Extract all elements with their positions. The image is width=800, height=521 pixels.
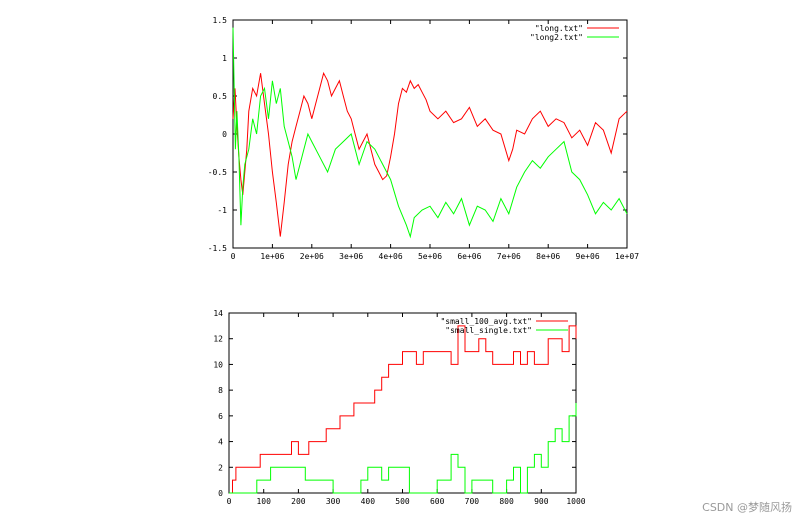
x-tick-label: 7e+06 (497, 252, 521, 261)
y-tick-label: -1 (217, 206, 227, 215)
legend-label-1: "long.txt" (535, 24, 583, 33)
x-tick-label: 700 (465, 497, 480, 506)
x-tick-label: 9e+06 (576, 252, 600, 261)
y-tick-label: -1.5 (208, 244, 227, 253)
series-line-1 (229, 325, 577, 494)
y-tick-label: 0 (222, 130, 227, 139)
x-tick-label: 1e+07 (615, 252, 639, 261)
series-line-1 (232, 71, 628, 237)
legend-label-1: "small_100_avg.txt" (440, 317, 532, 326)
y-tick-label: 1 (222, 54, 227, 63)
series-line-2 (232, 27, 628, 239)
y-tick-label: 0.5 (213, 92, 228, 101)
x-tick-label: 3e+06 (339, 252, 363, 261)
x-tick-label: 1e+06 (260, 252, 284, 261)
y-tick-label: 8 (218, 386, 223, 395)
y-tick-label: -0.5 (208, 168, 227, 177)
x-tick-label: 500 (395, 497, 410, 506)
legend-label-2: "small_single.txt" (445, 326, 532, 335)
x-tick-label: 100 (256, 497, 271, 506)
y-tick-label: 4 (218, 438, 223, 447)
x-tick-label: 300 (326, 497, 341, 506)
legend-label-2: "long2.txt" (530, 33, 583, 42)
chart-long: 0 1e+06 2e+06 3e+06 4e+06 5e+06 6e+06 7e+06 8e+0… (208, 16, 639, 261)
x-tick-label: 400 (361, 497, 376, 506)
y-tick-label: 10 (213, 360, 223, 369)
y-tick-label: 14 (213, 309, 223, 318)
x-tick-label: 6e+06 (457, 252, 481, 261)
y-tick-label: 1.5 (213, 16, 228, 25)
y-tick-label: 12 (213, 335, 223, 344)
x-tick-label: 900 (534, 497, 549, 506)
x-tick-label: 0 (227, 497, 232, 506)
watermark: CSDN @梦随风扬 (702, 501, 792, 514)
x-tick-label: 200 (291, 497, 306, 506)
x-tick-label: 0 (231, 252, 236, 261)
x-tick-label: 4e+06 (379, 252, 403, 261)
y-tick-label: 6 (218, 412, 223, 421)
x-tick-label: 600 (430, 497, 445, 506)
x-tick-label: 800 (499, 497, 514, 506)
x-tick-label: 2e+06 (300, 252, 324, 261)
y-tick-label: 0 (218, 489, 223, 498)
plot-frame (228, 312, 577, 494)
x-tick-label: 8e+06 (536, 252, 560, 261)
x-tick-label: 5e+06 (418, 252, 442, 261)
x-tick-label: 1000 (566, 497, 585, 506)
series-line-2 (229, 403, 577, 494)
y-tick-label: 2 (218, 463, 223, 472)
